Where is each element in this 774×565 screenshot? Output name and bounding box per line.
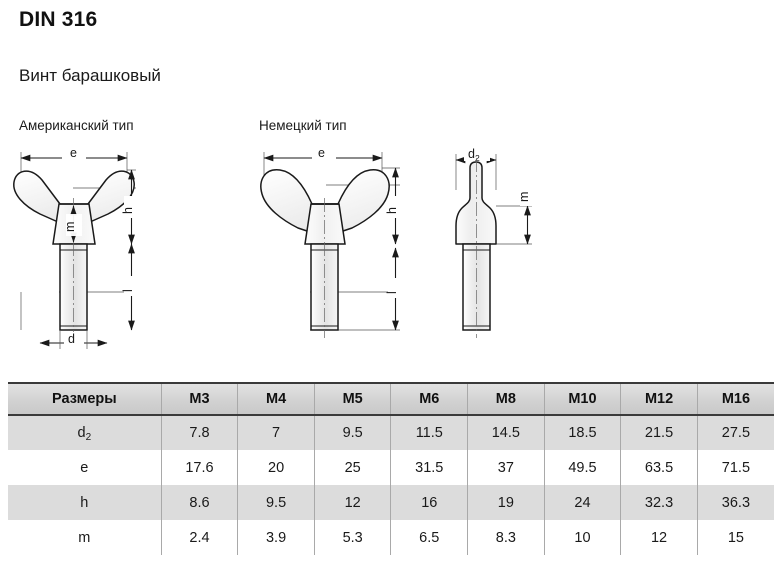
dimension-line-h: h <box>121 169 140 245</box>
table-header-m5: M5 <box>314 382 392 416</box>
drawing-caption-german: Немецкий тип <box>259 118 347 133</box>
dimension-line-d2: d2 <box>455 145 497 164</box>
cell-m-m16: 15 <box>697 520 774 555</box>
wing-left-german <box>260 169 313 233</box>
drawing-caption-american: Американский тип <box>19 118 134 133</box>
cell-m-m10: 10 <box>544 520 622 555</box>
cell-d2-m12: 21.5 <box>620 415 698 450</box>
row-label-e: e <box>8 450 162 485</box>
cell-e-m8: 37 <box>467 450 545 485</box>
cell-d2-m10: 18.5 <box>544 415 622 450</box>
dimension-label-d2: d2 <box>468 147 480 163</box>
cell-h-m3: 8.6 <box>161 485 239 520</box>
table-header-m3: M3 <box>161 382 239 416</box>
cell-m-m12: 12 <box>620 520 698 555</box>
table-header-m16: M16 <box>697 382 774 416</box>
dimension-line-d: d <box>39 330 108 349</box>
table-header-dimensions: Размеры <box>8 382 162 416</box>
row-label-h: h <box>8 485 162 520</box>
dimension-label-m-side: m <box>517 192 531 202</box>
cell-m-m4: 3.9 <box>237 520 315 555</box>
page-title: DIN 316 <box>19 8 98 31</box>
cell-h-m10: 24 <box>544 485 622 520</box>
dimension-line-l: l <box>121 243 140 331</box>
cell-e-m3: 17.6 <box>161 450 239 485</box>
dimension-line-m-side: m <box>517 186 536 245</box>
dimension-label-l-german: l <box>385 291 399 294</box>
table-header-m4: M4 <box>237 382 315 416</box>
cell-h-m5: 12 <box>314 485 392 520</box>
cell-e-m4: 20 <box>237 450 315 485</box>
cell-d2-m8: 14.5 <box>467 415 545 450</box>
cell-d2-m3: 7.8 <box>161 415 239 450</box>
drawing-german-side-view: d2 m <box>428 140 568 365</box>
product-name: Винт барашковый <box>19 66 161 85</box>
wing-right-german <box>337 169 390 233</box>
table-header-m6: M6 <box>390 382 469 416</box>
table-row: d2 7.8 7 9.5 11.5 14.5 18.5 21.5 27.5 <box>8 415 774 450</box>
cell-h-m6: 16 <box>390 485 469 520</box>
dimension-line-l-german: l <box>385 247 404 331</box>
cell-h-m16: 36.3 <box>697 485 774 520</box>
dimension-label-h-german: h <box>385 207 399 214</box>
cell-e-m12: 63.5 <box>620 450 698 485</box>
cell-m-m3: 2.4 <box>161 520 239 555</box>
table-row: e 17.6 20 25 31.5 37 49.5 63.5 71.5 <box>8 450 774 485</box>
cell-e-m6: 31.5 <box>390 450 469 485</box>
drawing-american-type: e m <box>0 140 165 365</box>
head-side-profile <box>455 161 497 245</box>
dimension-line-e: e <box>20 146 128 162</box>
dimension-label-e: e <box>70 146 77 160</box>
table-header-m10: M10 <box>544 382 622 416</box>
dimension-label-l: l <box>121 289 135 292</box>
dimension-label-h: h <box>121 207 135 214</box>
wing-body-german <box>304 203 346 245</box>
table-row: m 2.4 3.9 5.3 6.5 8.3 10 12 15 <box>8 520 774 555</box>
dimensions-table: Размеры M3 M4 M5 M6 M8 M10 M12 M16 d2 7.… <box>8 382 774 555</box>
dimension-label-e-german: e <box>318 146 325 160</box>
row-label-d2: d2 <box>8 415 162 450</box>
cell-m-m6: 6.5 <box>390 520 469 555</box>
cell-d2-m16: 27.5 <box>697 415 774 450</box>
table-header-row: Размеры M3 M4 M5 M6 M8 M10 M12 M16 <box>8 382 774 416</box>
cell-h-m4: 9.5 <box>237 485 315 520</box>
table-row: h 8.6 9.5 12 16 19 24 32.3 36.3 <box>8 485 774 520</box>
dimension-label-m: m <box>63 222 77 232</box>
table-header-m8: M8 <box>467 382 545 416</box>
dimension-label-m-group: m <box>63 205 82 243</box>
cell-d2-m4: 7 <box>237 415 315 450</box>
cell-e-m10: 49.5 <box>544 450 622 485</box>
cell-h-m8: 19 <box>467 485 545 520</box>
cell-d2-m5: 9.5 <box>314 415 392 450</box>
cell-h-m12: 32.3 <box>620 485 698 520</box>
cell-d2-m6: 11.5 <box>390 415 469 450</box>
dimension-line-h-german: h <box>385 167 404 245</box>
dimension-line-e-german: e <box>263 146 383 162</box>
drawing-german-type: e h l <box>248 140 428 365</box>
cell-m-m5: 5.3 <box>314 520 392 555</box>
cell-e-m5: 25 <box>314 450 392 485</box>
row-label-m: m <box>8 520 162 555</box>
dimension-label-d: d <box>68 332 75 346</box>
table-header-m12: M12 <box>620 382 698 416</box>
cell-m-m8: 8.3 <box>467 520 545 555</box>
wing-left-american <box>13 170 61 223</box>
cell-e-m16: 71.5 <box>697 450 774 485</box>
